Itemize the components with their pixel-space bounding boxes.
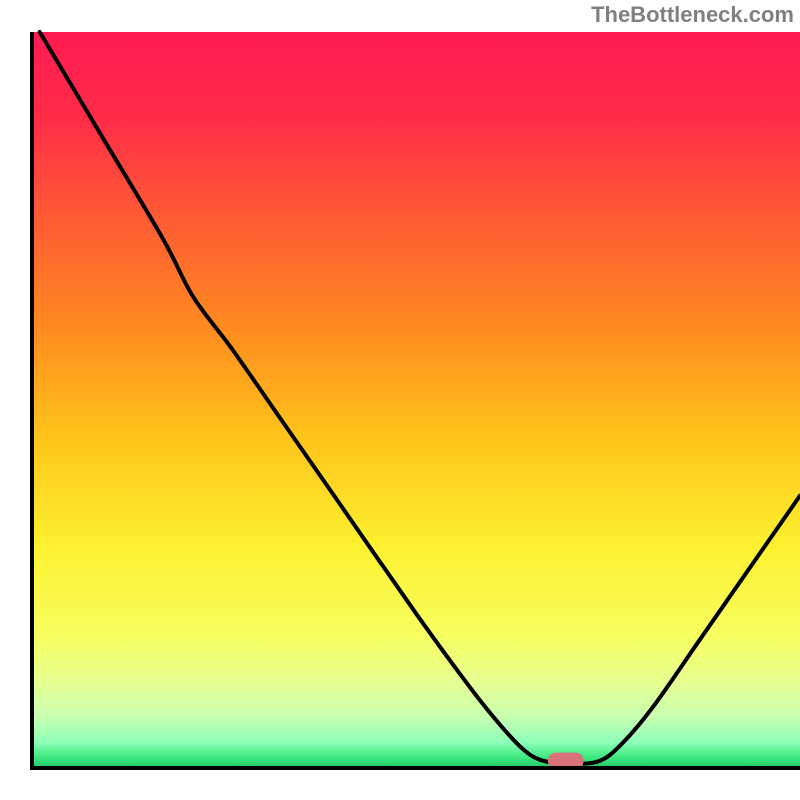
bottleneck-chart bbox=[0, 0, 800, 800]
watermark-text: TheBottleneck.com bbox=[591, 2, 794, 28]
chart-background bbox=[32, 32, 800, 768]
